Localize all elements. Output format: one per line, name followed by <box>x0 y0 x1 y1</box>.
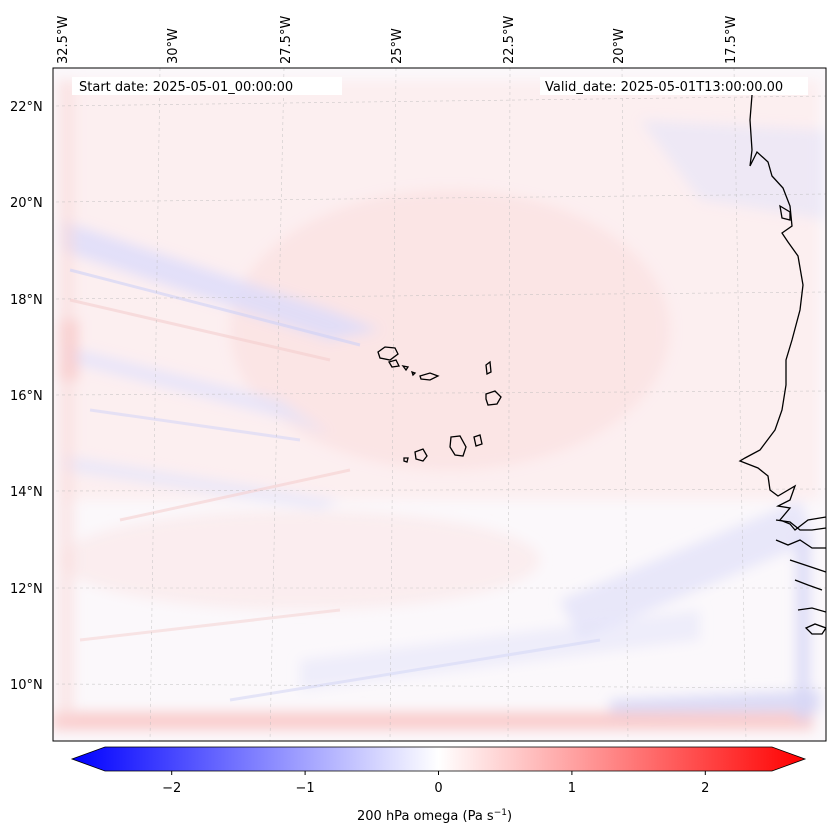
lon-label: 17.5°W <box>724 16 739 64</box>
colorbar-ticks: −2 −1 0 1 2 <box>162 771 709 796</box>
valid-date-box <box>540 77 808 95</box>
graticule <box>55 68 826 741</box>
lon-label: 32.5°W <box>56 16 71 64</box>
lon-label: 27.5°W <box>279 16 294 64</box>
lat-label: 10°N <box>10 678 43 693</box>
map-panel <box>53 68 826 741</box>
lat-label: 22°N <box>10 100 43 115</box>
start-date-label: Start date: 2025-05-01_00:00:00 <box>79 80 293 95</box>
lon-label: 22.5°W <box>502 16 517 64</box>
cabo-verde-islands <box>377 346 502 463</box>
start-date-box <box>72 77 342 95</box>
colorbar-body <box>70 746 807 772</box>
colorbar-tick-label: −1 <box>296 781 315 796</box>
lat-label: 18°N <box>10 293 43 308</box>
colorbar: −2 −1 0 1 2 200 hPa omega (Pa s−1) <box>70 746 807 824</box>
west-africa-coastline <box>738 94 826 635</box>
lon-label: 20°W <box>612 28 627 64</box>
colorbar-label: 200 hPa omega (Pa s−1) <box>357 808 512 824</box>
colorbar-tick-label: 1 <box>568 781 576 796</box>
longitude-labels: 32.5°W 30°W 27.5°W 25°W 22.5°W 20°W 17.5… <box>56 16 739 64</box>
map-frame <box>52 67 827 742</box>
omega-field <box>53 80 826 730</box>
lat-label: 14°N <box>10 485 43 500</box>
lat-label: 12°N <box>10 582 43 597</box>
lon-label: 30°W <box>166 28 181 64</box>
latitude-labels: 22°N 20°N 18°N 16°N 14°N 12°N 10°N <box>10 100 43 693</box>
colorbar-tick-label: −2 <box>162 781 181 796</box>
lat-label: 20°N <box>10 196 43 211</box>
lon-label: 25°W <box>390 28 405 64</box>
colorbar-tick-label: 0 <box>434 781 442 796</box>
omega-streaks <box>69 268 601 702</box>
colorbar-tick-label: 2 <box>701 781 709 796</box>
lat-label: 16°N <box>10 389 43 404</box>
valid-date-label: Valid_date: 2025-05-01T13:00:00.00 <box>545 80 783 95</box>
